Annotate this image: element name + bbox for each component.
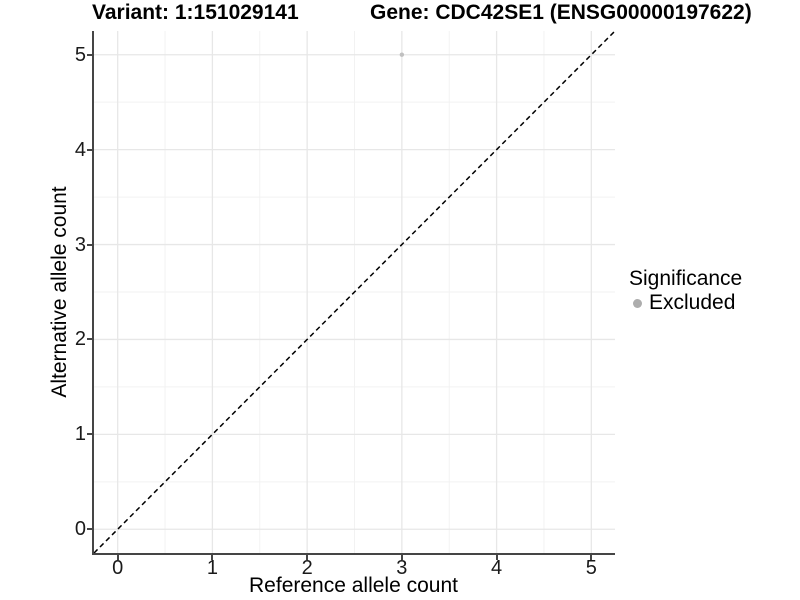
- x-tick-mark: [400, 555, 403, 560]
- x-tick-label: 1: [206, 557, 218, 579]
- y-tick-label: 4: [74, 138, 86, 161]
- x-tick-mark: [495, 555, 498, 560]
- y-tick-label: 2: [74, 328, 86, 351]
- excluded-point-icon: [633, 298, 642, 308]
- x-tick-mark: [116, 555, 119, 560]
- x-tick-label: 3: [396, 557, 408, 579]
- x-tick-mark: [306, 555, 309, 560]
- legend-item-excluded: Excluded: [629, 291, 742, 315]
- legend-item-label: Excluded: [649, 291, 736, 314]
- y-tick-mark: [87, 53, 92, 56]
- y-tick-mark: [87, 433, 92, 436]
- data-point: [399, 52, 405, 57]
- y-axis-title: Alternative allele count: [48, 186, 71, 398]
- plot-panel: [92, 31, 615, 555]
- x-tick-label: 2: [301, 557, 313, 579]
- y-tick-mark: [87, 528, 92, 531]
- y-tick-mark: [87, 338, 92, 341]
- x-tick-label: 4: [491, 557, 503, 579]
- x-tick-label: 0: [112, 557, 124, 579]
- y-tick-label: 0: [74, 518, 86, 541]
- variant-title: Variant: 1:151029141: [92, 1, 299, 24]
- legend: Significance Excluded: [629, 266, 742, 315]
- x-tick-mark: [211, 555, 214, 560]
- y-tick-label: 3: [74, 233, 86, 256]
- y-tick-label: 5: [74, 43, 86, 66]
- legend-title: Significance: [629, 267, 743, 290]
- x-axis-title: Reference allele count: [249, 574, 458, 597]
- y-tick-label: 1: [74, 423, 86, 446]
- y-tick-mark: [87, 243, 92, 246]
- x-tick-mark: [590, 555, 593, 560]
- identity-dashed-line: [94, 31, 615, 553]
- y-tick-mark: [87, 148, 92, 151]
- plot-canvas: [94, 31, 615, 553]
- x-tick-label: 5: [585, 557, 597, 579]
- gene-title: Gene: CDC42SE1 (ENSG00000197622): [370, 1, 752, 24]
